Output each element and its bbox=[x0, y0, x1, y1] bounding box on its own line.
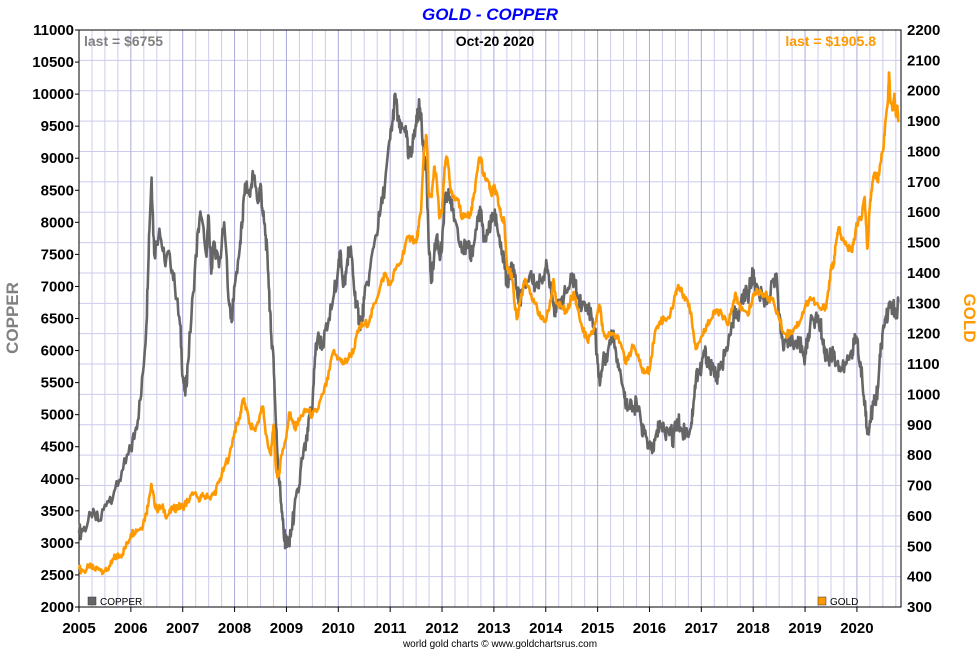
y-left-tick-label: 6500 bbox=[41, 311, 74, 328]
x-tick-label: 2014 bbox=[529, 620, 563, 637]
legend-gold-swatch bbox=[817, 596, 827, 606]
y-left-tick-label: 2500 bbox=[41, 567, 74, 584]
y-right-tick-label: 1500 bbox=[907, 235, 940, 252]
x-tick-label: 2015 bbox=[581, 620, 614, 637]
y-left-tick-label: 5000 bbox=[41, 407, 74, 424]
x-tick-label: 2011 bbox=[374, 620, 407, 637]
y-axis-left-label: COPPER bbox=[3, 282, 22, 354]
y-left-tick-label: 11000 bbox=[33, 22, 74, 39]
y-left-tick-label: 2000 bbox=[41, 599, 74, 616]
x-tick-label: 2010 bbox=[322, 620, 355, 637]
y-axis-right-label: GOLD bbox=[960, 293, 979, 342]
y-right-tick-label: 1700 bbox=[907, 174, 940, 191]
y-right-tick-label: 500 bbox=[907, 538, 932, 555]
x-tick-label: 2019 bbox=[788, 620, 821, 637]
y-left-tick-label: 7000 bbox=[41, 278, 74, 295]
x-tick-label: 2016 bbox=[633, 620, 666, 637]
y-right-tick-label: 1300 bbox=[907, 295, 940, 312]
x-tick-label: 2007 bbox=[166, 620, 199, 637]
y-left-tick-label: 6000 bbox=[41, 343, 74, 360]
y-left-tick-label: 3500 bbox=[41, 503, 74, 520]
y-right-tick-label: 900 bbox=[907, 417, 932, 434]
y-left-tick-label: 9500 bbox=[41, 118, 74, 135]
y-right-tick-label: 400 bbox=[907, 569, 932, 586]
y-right-tick-label: 700 bbox=[907, 478, 932, 495]
x-tick-label: 2020 bbox=[840, 620, 873, 637]
y-right-tick-label: 1800 bbox=[907, 143, 940, 160]
x-tick-label: 2006 bbox=[114, 620, 147, 637]
y-right-tick-label: 1100 bbox=[907, 356, 940, 373]
y-right-tick-label: 2000 bbox=[907, 83, 940, 100]
y-right-tick-label: 1000 bbox=[907, 386, 940, 403]
x-tick-label: 2018 bbox=[737, 620, 770, 637]
tick-labels: 300 400 500 600 700 800 900 1000 1100 1200 1300 140… bbox=[32, 22, 940, 637]
gold-last-value: last = $1905.8 bbox=[785, 33, 876, 49]
x-tick-label: 2012 bbox=[425, 620, 458, 637]
y-right-tick-label: 2100 bbox=[907, 52, 940, 69]
series-line-copper bbox=[77, 92, 900, 550]
series-line-gold bbox=[77, 71, 900, 576]
x-tick-label: 2013 bbox=[477, 620, 510, 637]
y-right-tick-label: 1900 bbox=[907, 113, 940, 130]
y-left-tick-label: 10000 bbox=[32, 86, 74, 103]
x-tick-label: 2009 bbox=[270, 620, 303, 637]
y-right-tick-label: 1600 bbox=[907, 204, 940, 221]
legend-gold-label: GOLD bbox=[830, 597, 858, 608]
y-right-tick-label: 2200 bbox=[907, 22, 940, 39]
legend-copper-label: COPPER bbox=[100, 597, 142, 608]
date-label: Oct-20 2020 bbox=[456, 33, 535, 49]
y-left-tick-label: 9000 bbox=[41, 150, 74, 167]
y-left-tick-label: 5500 bbox=[41, 375, 74, 392]
copper-last-value: last = $6755 bbox=[84, 33, 163, 49]
y-left-tick-label: 7500 bbox=[41, 246, 74, 263]
y-left-tick-label: 10500 bbox=[32, 54, 74, 71]
y-left-tick-label: 3000 bbox=[41, 535, 74, 552]
series-layer bbox=[77, 71, 900, 576]
y-right-tick-label: 1400 bbox=[907, 265, 940, 282]
chart-title: GOLD - COPPER bbox=[422, 5, 559, 24]
legend-copper-swatch bbox=[87, 596, 97, 606]
y-left-tick-label: 8000 bbox=[41, 214, 74, 231]
y-left-tick-label: 8500 bbox=[41, 182, 74, 199]
y-right-tick-label: 800 bbox=[907, 447, 932, 464]
x-tick-label: 2017 bbox=[685, 620, 718, 637]
y-right-tick-label: 300 bbox=[907, 599, 932, 616]
y-left-tick-label: 4500 bbox=[41, 439, 74, 456]
y-right-tick-label: 600 bbox=[907, 508, 932, 525]
x-tick-label: 2005 bbox=[62, 620, 95, 637]
x-tick-label: 2008 bbox=[218, 620, 251, 637]
y-right-tick-label: 1200 bbox=[907, 326, 940, 343]
y-left-tick-label: 4000 bbox=[41, 471, 74, 488]
footer-credit: world gold charts © www.goldchartsrus.co… bbox=[402, 639, 597, 650]
